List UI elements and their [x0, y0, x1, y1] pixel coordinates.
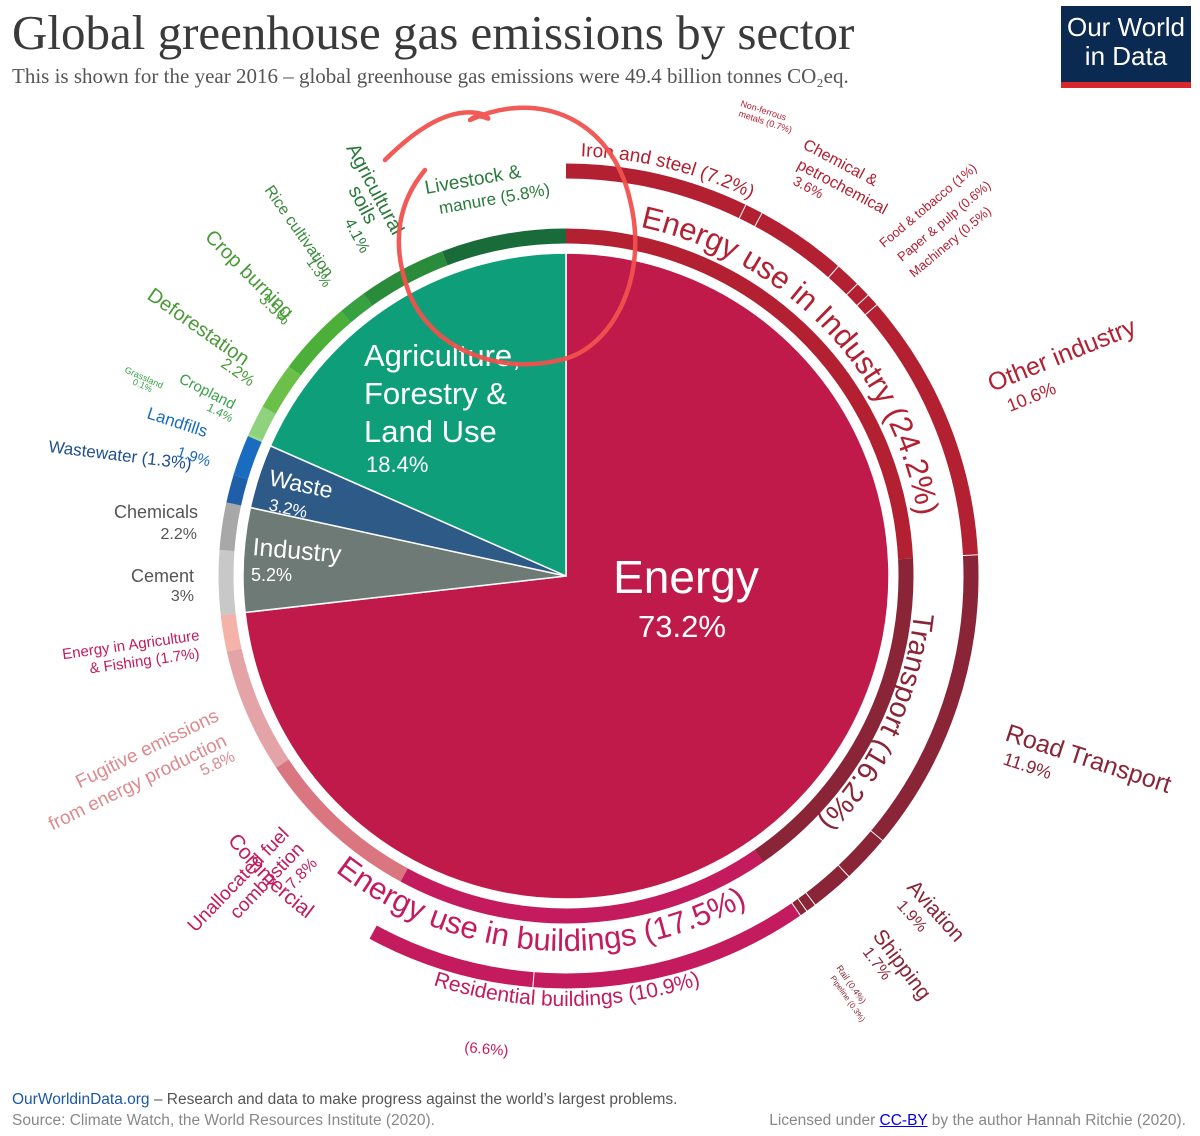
- middle-segment-wastewater-1-3: [226, 474, 248, 506]
- outer-segment-non-ferrous-metals-0-7: [739, 204, 763, 227]
- middle-segment-deforestation: [262, 366, 301, 415]
- middle-segment-energy-use-in-buildings-17-5: [400, 849, 764, 924]
- value-cement: 3%: [171, 588, 194, 605]
- label-cement: Cement: [131, 566, 194, 586]
- outer-segment-shipping: [805, 865, 849, 906]
- middle-segment-energy-use-in-industry-24-2: [565, 228, 914, 560]
- middle-segment-grassland: [247, 433, 263, 443]
- value-commercial: (6.6%): [464, 1039, 510, 1060]
- middle-segment-cropland: [248, 406, 276, 441]
- logo-line2: in Data: [1084, 41, 1168, 71]
- middle-segment-fugitive-emissions-from-energy-production: [226, 648, 289, 768]
- value-industry: 5.2%: [251, 565, 292, 585]
- outer-segment-road-transport: [870, 555, 979, 841]
- owid-link[interactable]: OurWorldinData.org: [12, 1091, 150, 1108]
- footer-license: Licensed under CC-BY by the author Hanna…: [769, 1112, 1186, 1130]
- value-chemicals: 2.2%: [161, 526, 197, 543]
- license-suffix: by the author Hannah Ritchie (2020).: [927, 1112, 1186, 1129]
- annotation-circle: [382, 105, 638, 367]
- label-landfills: Landfills: [145, 404, 210, 441]
- label-other-industry: Other industry: [984, 313, 1141, 398]
- label-wastewater: Wastewater (1.3%): [48, 437, 193, 473]
- logo-line1: Our World: [1067, 12, 1185, 42]
- middle-segment-unallocated-fuel-combustion: [276, 759, 408, 882]
- middle-segment-chemicals: [219, 502, 242, 552]
- outer-segment-food-tobacco-1: [828, 266, 858, 295]
- outer-segment-rail-0-4: [797, 893, 815, 912]
- outer-segment-machinery-0-5: [857, 295, 878, 316]
- middle-segment-transport-16-2: [754, 558, 914, 863]
- middle-segment-crop-burning: [288, 311, 351, 376]
- chart-subtitle: This is shown for the year 2016 – global…: [12, 64, 849, 88]
- license-prefix: Licensed under: [769, 1112, 880, 1129]
- label-agriculture-line3: Land Use: [364, 414, 497, 449]
- footer-source: Source: Climate Watch, the World Resourc…: [12, 1112, 435, 1129]
- inner-slice-agriculture-forestry-land-use: [269, 252, 567, 578]
- license-link[interactable]: CC-BY: [879, 1112, 928, 1129]
- middle-segment-landfills: [233, 435, 262, 480]
- page-title: Global greenhouse gas emissions by secto…: [12, 5, 855, 60]
- footer-credit: OurWorldinData.org – Research and data t…: [12, 1091, 677, 1109]
- owid-logo[interactable]: Our World in Data: [1061, 6, 1191, 88]
- value-energy: 73.2%: [638, 609, 726, 644]
- outer-segment-iron-and-steel-7-2: [565, 163, 747, 219]
- label-agriculture-line1: Agriculture,: [364, 338, 521, 373]
- outer-segment-pipeline-0-3: [791, 899, 807, 916]
- value-agriculture: 18.4%: [366, 452, 428, 477]
- outer-segment-residential-buildings-10-9: [532, 903, 800, 989]
- outer-segment-commercial: [369, 925, 534, 988]
- outer-segment-chemical-petrochemical: [755, 213, 839, 278]
- footer-tagline: – Research and data to make progress aga…: [149, 1091, 678, 1108]
- middle-segment-cement: [218, 549, 236, 616]
- middle-segment-rice-cultivation: [341, 293, 373, 323]
- label-deforestation: Deforestation: [143, 284, 253, 370]
- label-agriculture-line2: Forestry &: [364, 376, 507, 411]
- inner-slice-energy: [244, 252, 890, 900]
- label-energy: Energy: [613, 551, 759, 603]
- middle-segment-livestock-manure-5-8: [442, 228, 567, 266]
- outer-segment-aviation: [838, 831, 883, 877]
- middle-segment-energy-in-agriculture-fishing-1-7: [220, 613, 242, 652]
- outer-segment-paper-pulp-0-6: [847, 284, 869, 306]
- outer-segment-other-industry: [865, 305, 978, 557]
- label-chemicals: Chemicals: [114, 502, 198, 522]
